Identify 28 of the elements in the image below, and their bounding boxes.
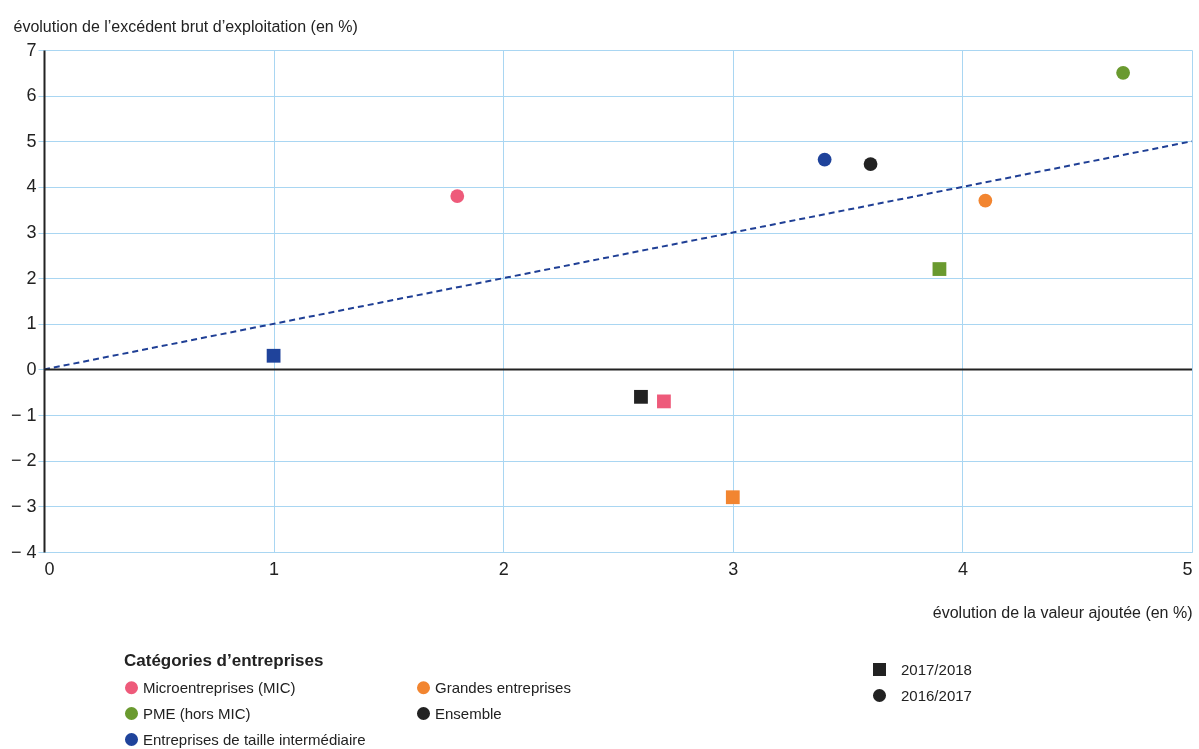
y-tick-label: 1 [26, 313, 37, 334]
y-axis-title: évolution de l’excédent brut d’exploitation (en %) [13, 17, 358, 35]
legend-label: 2017/2018 [901, 660, 972, 678]
legend-label: Ensemble [435, 704, 502, 722]
legend-label: Grandes entreprises [435, 678, 571, 696]
legend-label: Microentreprises (MIC) [143, 678, 296, 696]
y-tick-label: 4 [26, 176, 37, 197]
y-tick-label: 7 [26, 39, 37, 60]
y-tick-label: − 4 [10, 541, 37, 562]
x-tick-label: 0 [44, 558, 55, 579]
y-tick-label: 3 [26, 222, 37, 243]
y-tick-label: 5 [26, 130, 37, 151]
x-tick-label: 3 [728, 558, 739, 579]
x-tick-label: 2 [498, 558, 509, 579]
legend-title: Catégories d’entreprises [124, 651, 324, 670]
y-tick-label: 6 [26, 85, 37, 106]
y-tick-label: − 3 [10, 495, 37, 516]
legend-label: PME (hors MIC) [143, 704, 251, 722]
legend-label: 2016/2017 [901, 686, 972, 704]
x-axis-title: évolution de la valeur ajoutée (en %) [932, 603, 1193, 621]
x-tick-label: 5 [1182, 558, 1193, 579]
x-tick-label: 4 [957, 558, 968, 579]
y-tick-label: − 2 [10, 450, 37, 471]
x-tick-label: 1 [269, 558, 280, 579]
y-tick-label: − 1 [10, 404, 37, 425]
y-tick-label: 0 [26, 358, 37, 379]
legend-label: Entreprises de taille intermédiaire [143, 730, 366, 748]
y-tick-label: 2 [26, 267, 37, 288]
